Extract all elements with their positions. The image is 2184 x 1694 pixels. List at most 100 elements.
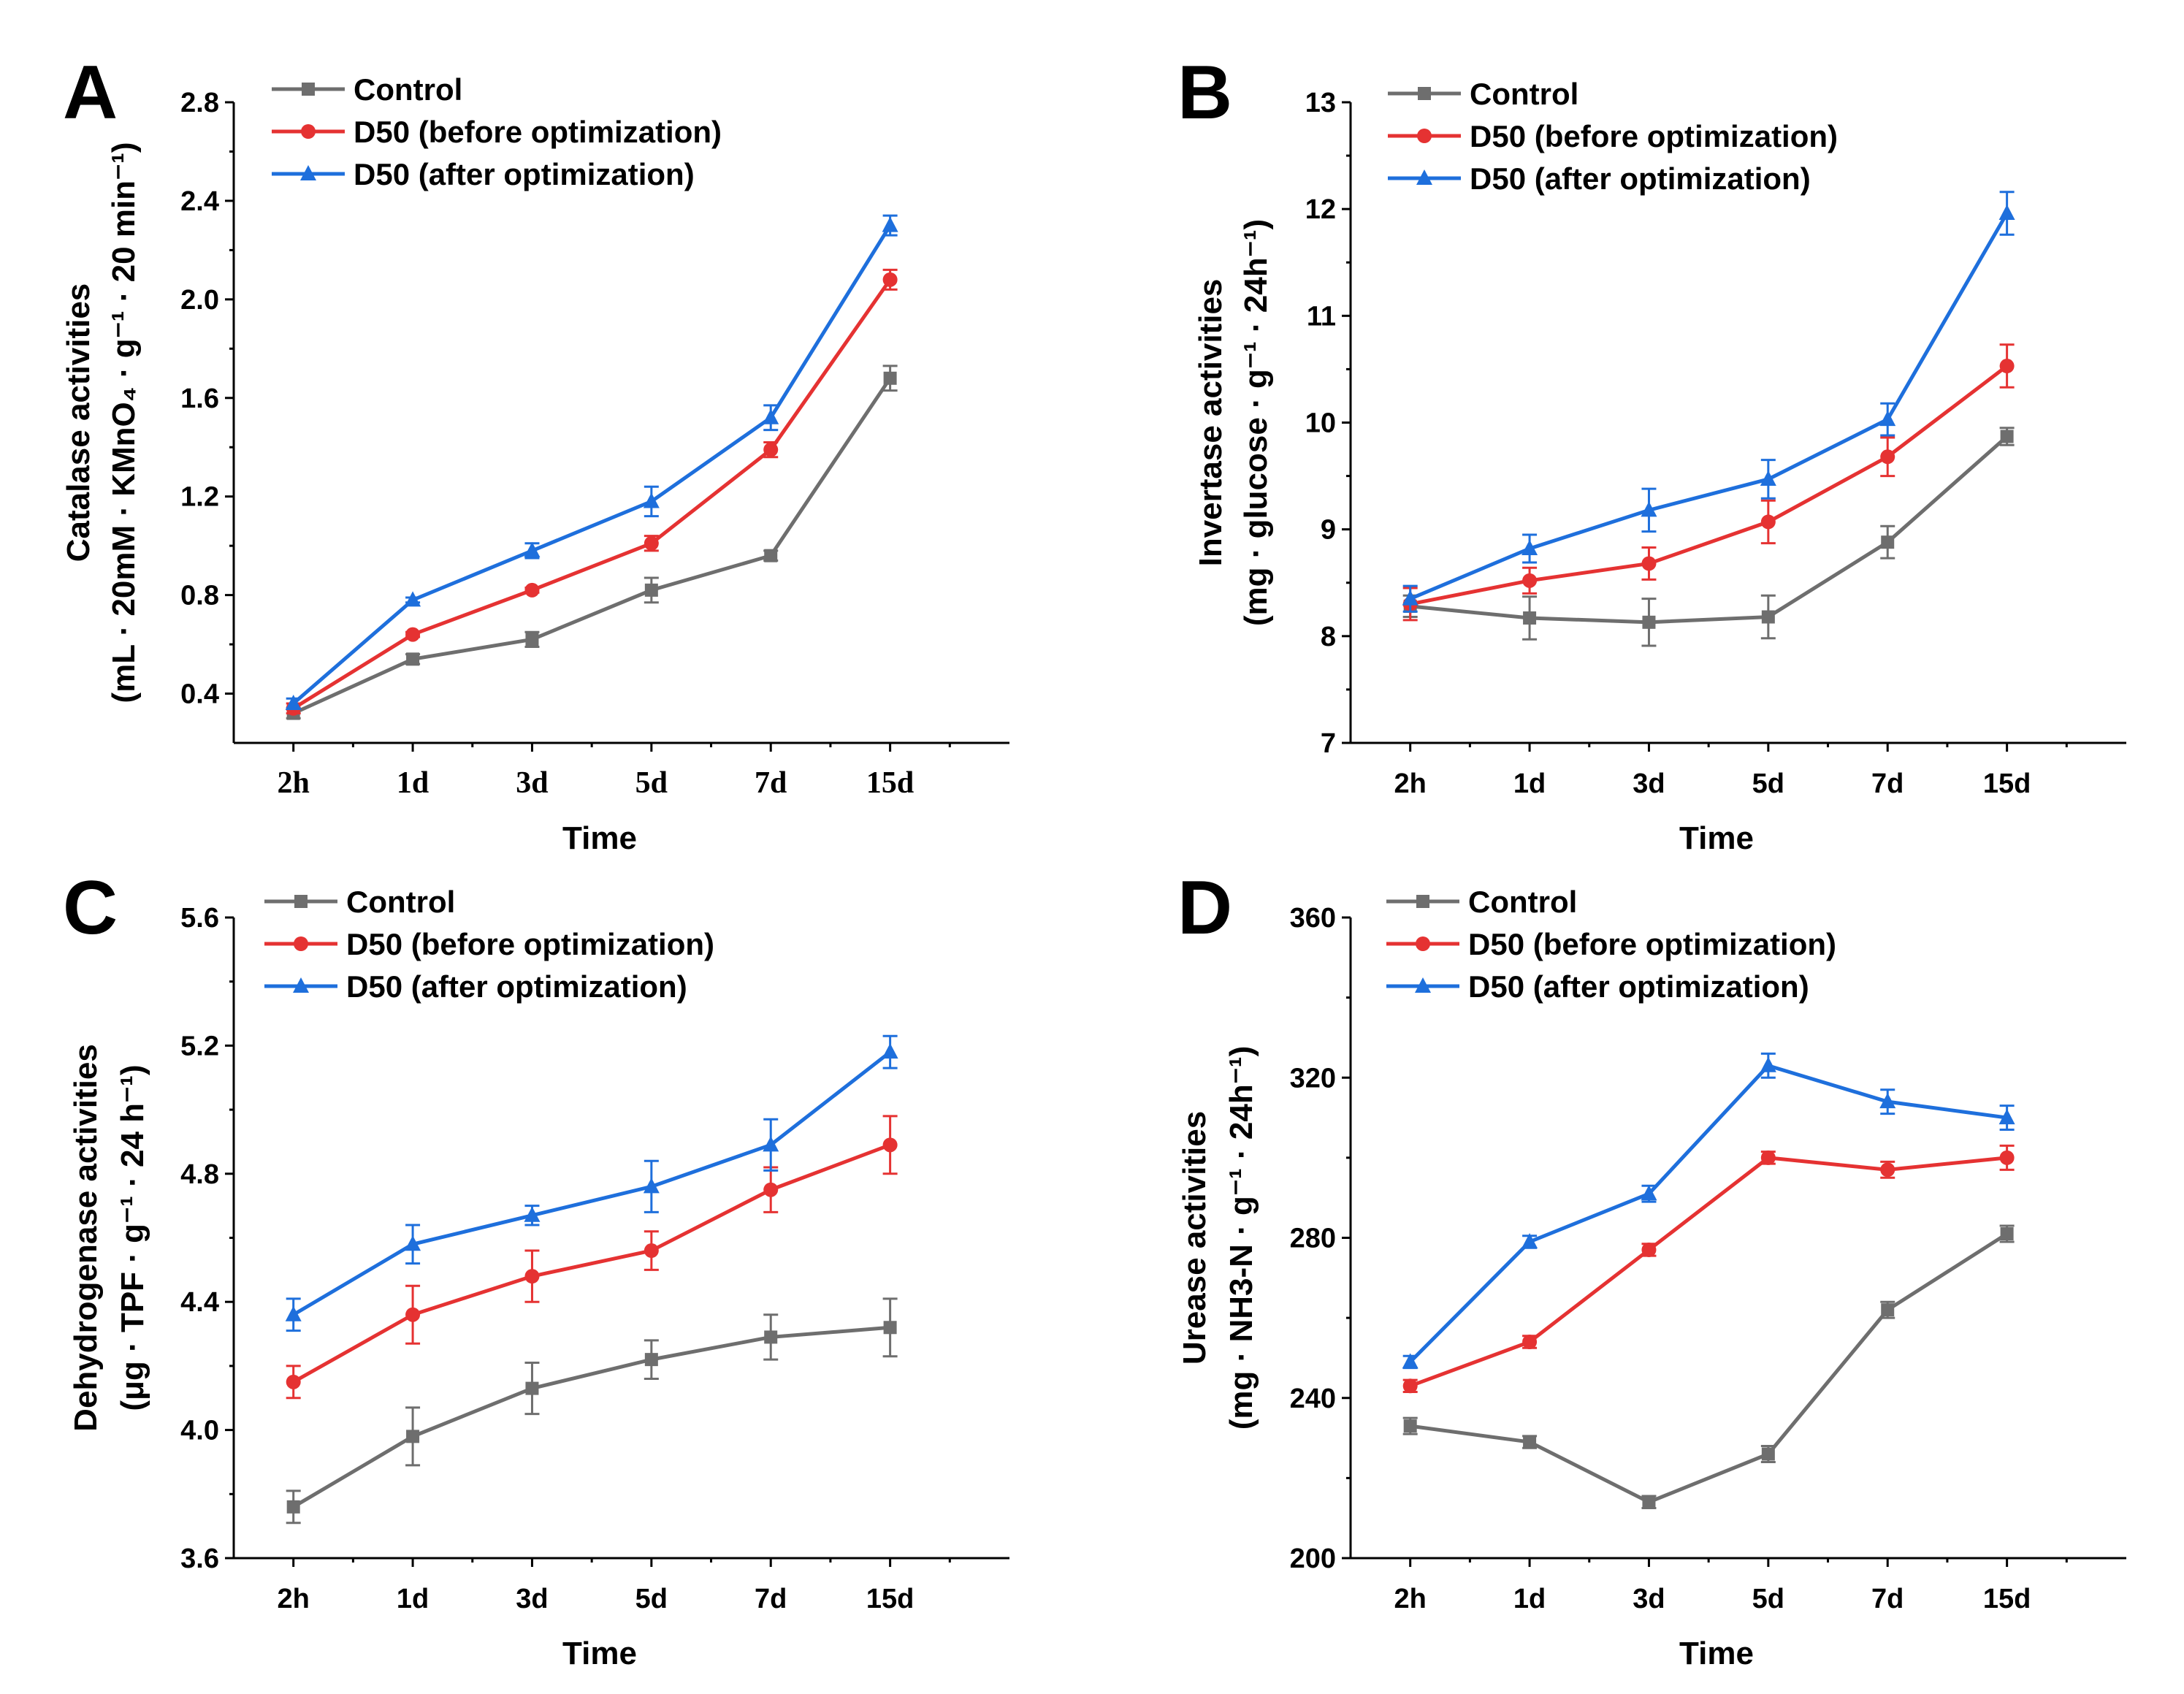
data-point <box>763 442 779 457</box>
y-tick-label: 240 <box>1290 1384 1336 1414</box>
series-2 <box>285 214 898 711</box>
data-point <box>524 1206 541 1222</box>
x-tick-label: 15d <box>866 1584 914 1614</box>
data-point <box>1522 1335 1538 1350</box>
data-point <box>1760 470 1776 486</box>
y-tick-label: 1.6 <box>180 384 219 414</box>
legend-marker <box>1416 895 1429 908</box>
y-tick-label: 8 <box>1321 622 1336 652</box>
x-tick-label: 3d <box>1633 768 1665 799</box>
y-axis-title: Urease activities <box>1177 1111 1213 1365</box>
series-line <box>1410 365 2009 606</box>
y-tick-label: 12 <box>1305 194 1336 225</box>
data-point <box>1642 615 1656 629</box>
data-point <box>286 1500 300 1514</box>
panel-letter: B <box>1177 50 1232 135</box>
data-point <box>1761 1447 1775 1461</box>
data-point <box>1522 573 1538 588</box>
series-line <box>292 1050 892 1316</box>
data-point <box>524 541 541 557</box>
data-point <box>763 408 779 424</box>
legend: Control D50 (before optimization) D50 (aft… <box>1388 77 1838 196</box>
legend-label: D50 (after optimization) <box>354 157 695 191</box>
x-tick-label: 5d <box>635 1584 668 1614</box>
data-point <box>406 1430 420 1443</box>
y-tick-label: 1.2 <box>180 482 219 513</box>
y-tick-label: 0.8 <box>180 581 219 611</box>
x-tick-label: 1d <box>397 766 429 800</box>
data-point <box>1641 1242 1657 1257</box>
series-0 <box>286 365 898 720</box>
x-tick-label: 1d <box>1513 1584 1546 1614</box>
x-tick-label: 2h <box>1394 1584 1427 1614</box>
data-point <box>1521 1232 1538 1248</box>
legend-marker <box>1417 129 1432 143</box>
data-point <box>1998 1109 2015 1125</box>
data-point <box>764 549 778 562</box>
data-point <box>763 1182 779 1197</box>
x-tick-label: 7d <box>1871 768 1904 799</box>
data-point <box>1402 1378 1418 1394</box>
data-point <box>643 492 660 508</box>
y-tick-label: 4.8 <box>180 1159 219 1190</box>
y-tick-label: 3.6 <box>180 1544 219 1574</box>
x-tick-label: 7d <box>1871 1584 1904 1614</box>
x-tick-label: 5d <box>635 766 668 800</box>
data-point <box>1879 411 1896 427</box>
legend-marker <box>1418 87 1431 100</box>
y-axis-subtitle: (mL · 20mM · KMnO₄ · g⁻¹ · 20 min⁻¹) <box>106 142 142 703</box>
data-point <box>1880 1162 1895 1178</box>
legend-label: D50 (before optimization) <box>1468 927 1836 961</box>
series-line <box>1409 212 2009 600</box>
data-point <box>2000 430 2014 443</box>
data-point <box>1523 1435 1537 1449</box>
y-tick-label: 280 <box>1290 1224 1336 1254</box>
legend-label: D50 (after optimization) <box>1470 161 1811 196</box>
y-axis-subtitle: (mg · NH3-N · g⁻¹ · 24h⁻¹) <box>1223 1046 1259 1430</box>
data-point <box>1641 556 1657 571</box>
y-tick-label: 5.6 <box>180 903 219 934</box>
data-point <box>1761 610 1775 624</box>
data-point <box>525 1381 539 1395</box>
x-tick-label: 7d <box>755 1584 787 1614</box>
data-point <box>1641 501 1657 517</box>
data-point <box>1880 449 1895 465</box>
data-point <box>405 627 421 642</box>
chart-panel-b: B 7 8 9 10 11 12 13 2h 1d 3d 5d 7d 15d Time Invertase a… <box>1177 50 2126 856</box>
y-tick-label: 2.4 <box>180 186 219 217</box>
y-tick-label: 11 <box>1307 301 1336 332</box>
series-line <box>1408 1063 2007 1364</box>
series-line <box>1410 1232 2008 1505</box>
x-tick-label: 2h <box>278 766 310 800</box>
y-axis-title: Dehydrogenase activities <box>68 1044 104 1432</box>
y-tick-label: 200 <box>1290 1544 1336 1574</box>
legend-label: D50 (after optimization) <box>1468 969 1809 1004</box>
data-point <box>883 1321 897 1335</box>
series-0 <box>286 1297 898 1525</box>
series-0 <box>1402 1224 2015 1509</box>
y-tick-label: 4.0 <box>180 1416 219 1446</box>
legend-label: D50 (after optimization) <box>346 969 687 1004</box>
legend-label: Control <box>354 72 462 107</box>
y-tick-label: 360 <box>1290 903 1336 934</box>
data-point <box>524 582 540 598</box>
data-point <box>1760 1056 1776 1072</box>
legend: Control D50 (before optimization) D50 (aft… <box>1386 885 1836 1004</box>
legend-label: Control <box>1468 885 1577 919</box>
series-2 <box>285 1034 898 1332</box>
y-tick-label: 10 <box>1305 408 1336 439</box>
data-point <box>882 1043 898 1059</box>
panel-letter: C <box>63 866 118 950</box>
data-point <box>644 535 659 551</box>
data-point <box>882 1137 898 1153</box>
data-point <box>524 1269 540 1284</box>
data-point <box>1881 535 1895 549</box>
data-point <box>285 1305 302 1321</box>
legend-marker <box>293 977 309 993</box>
x-tick-label: 5d <box>1752 1584 1784 1614</box>
legend: Control D50 (before optimization) D50 (aft… <box>264 885 714 1004</box>
y-axis-subtitle: (mg · glucose · g⁻¹ · 24h⁻¹) <box>1238 219 1274 626</box>
data-point <box>883 371 897 385</box>
data-point <box>525 633 539 646</box>
